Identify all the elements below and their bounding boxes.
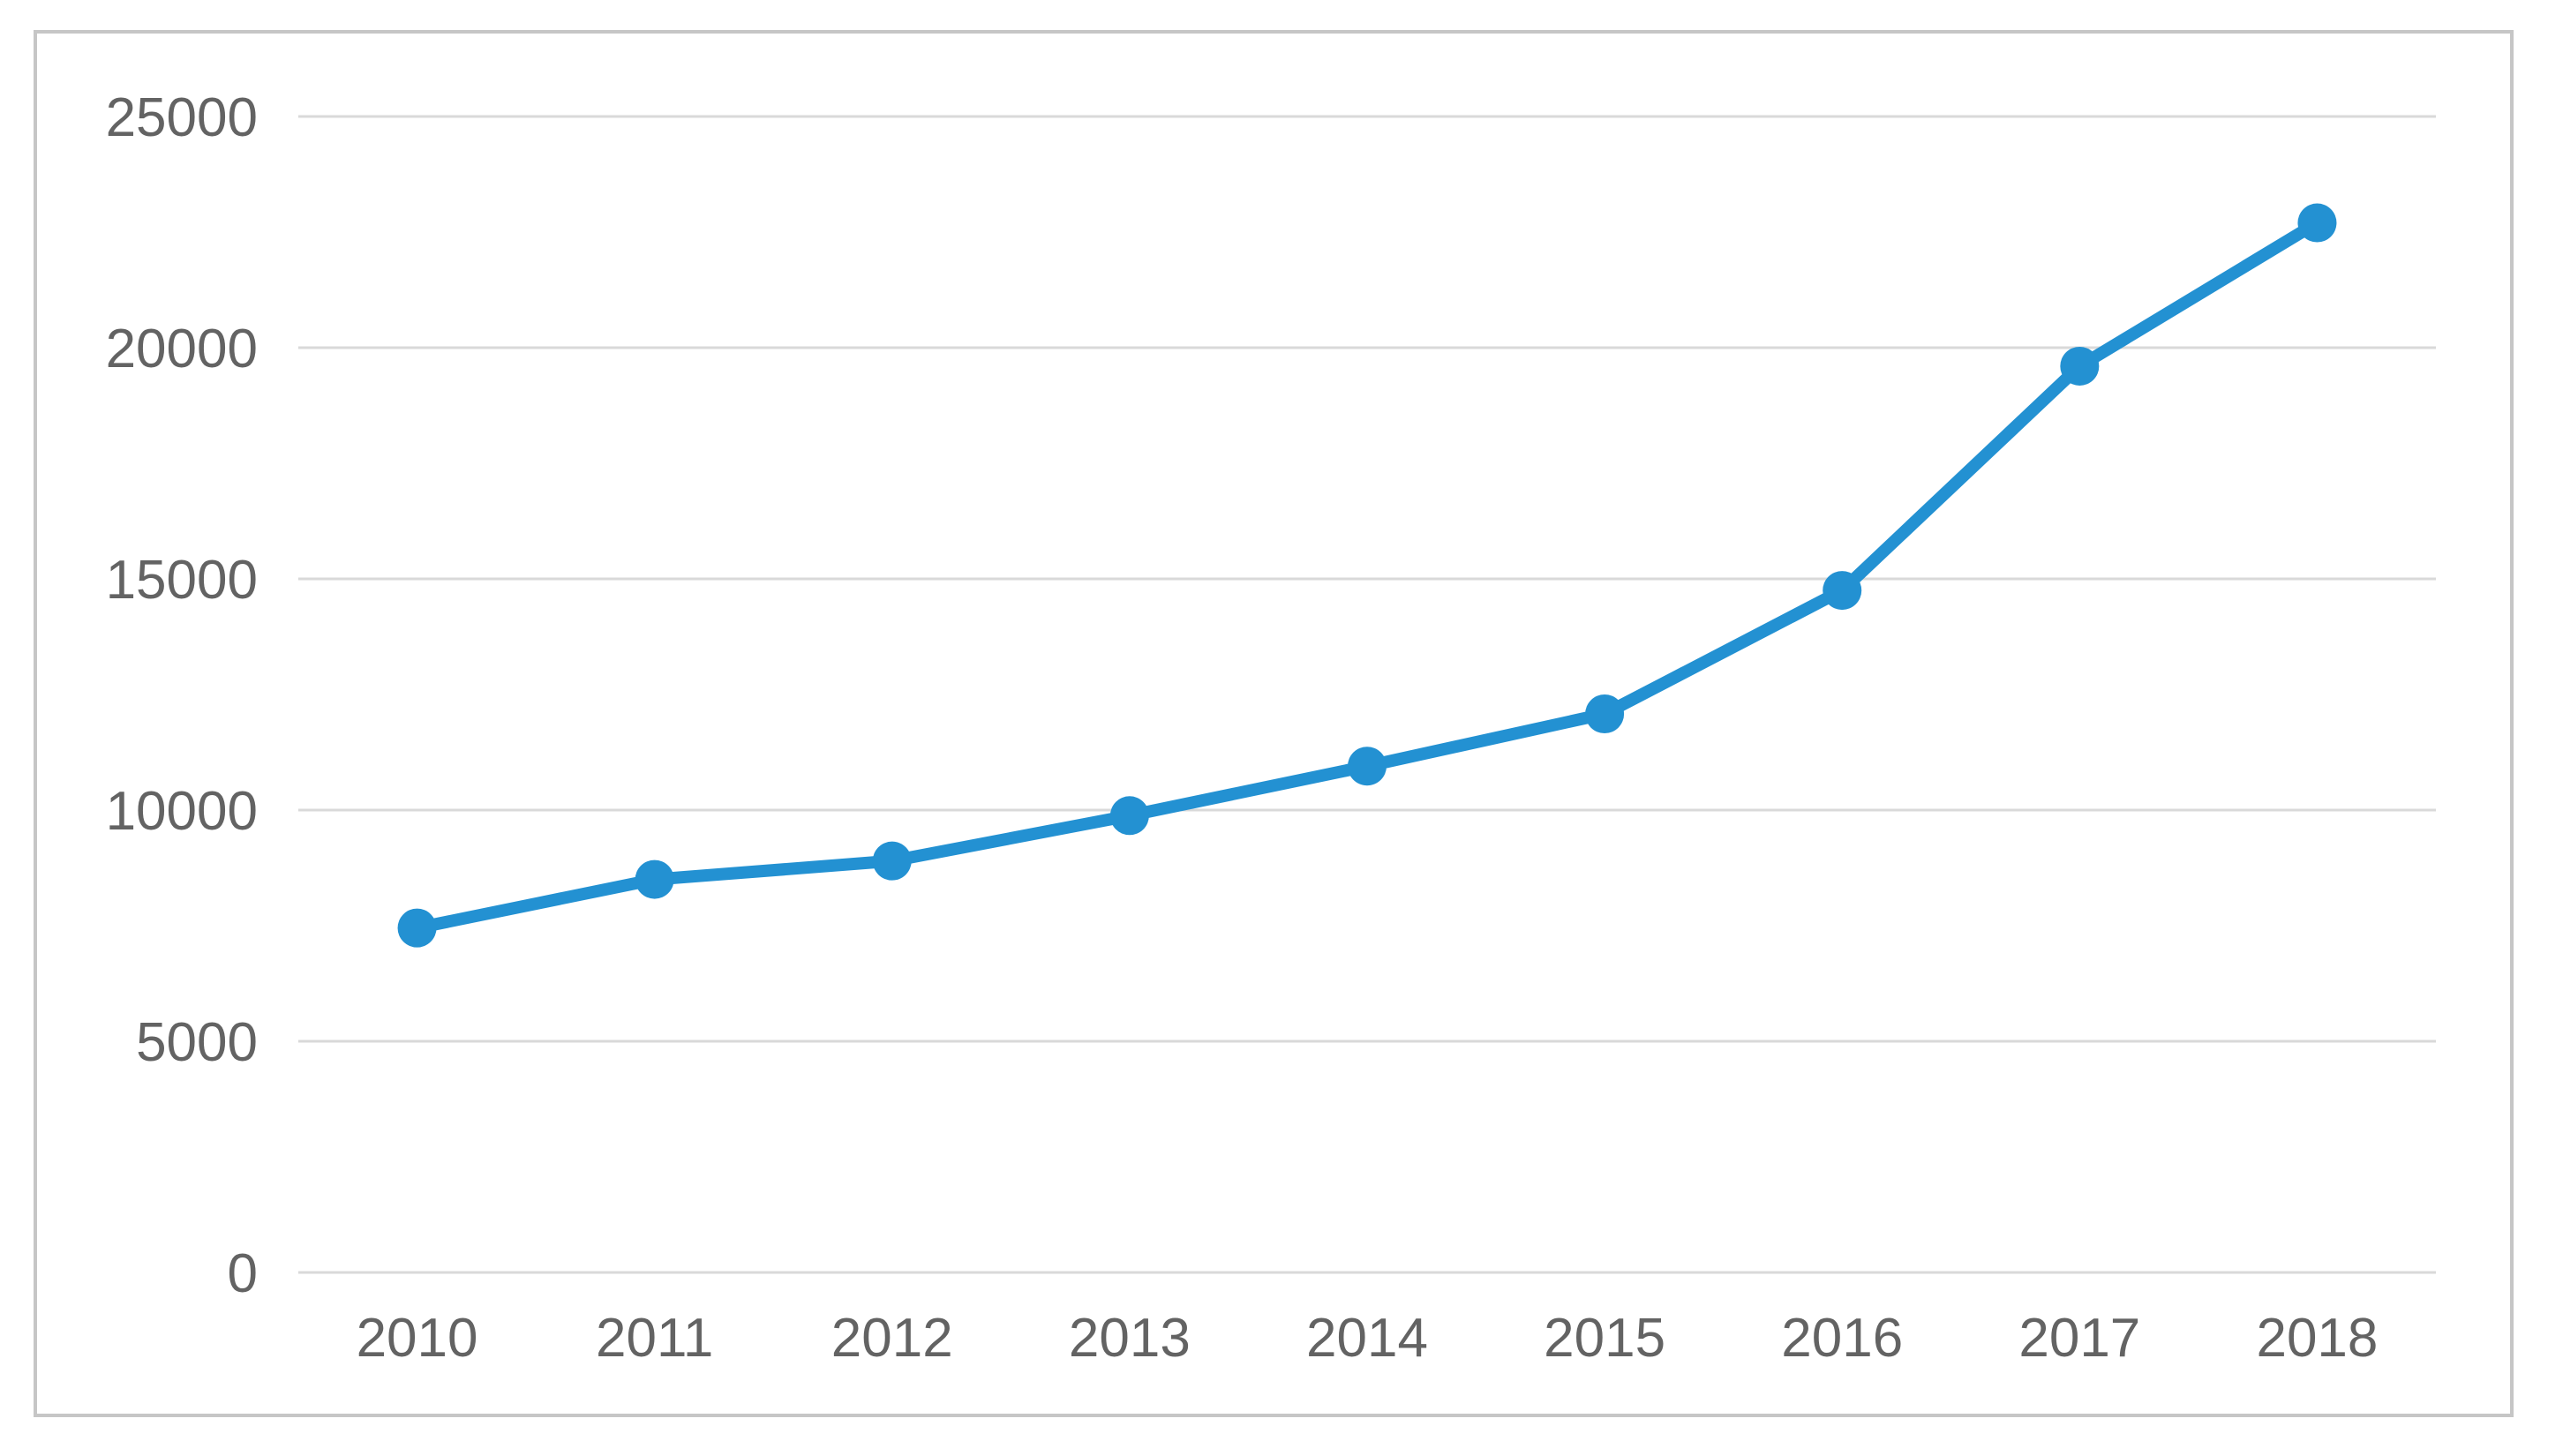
x-axis-tick-label: 2013 [1069, 1308, 1191, 1369]
x-axis-tick-label: 2017 [2018, 1308, 2140, 1369]
x-axis-tick-label: 2016 [1781, 1308, 1903, 1369]
y-axis-tick-label: 15000 [106, 550, 258, 611]
y-axis-tick-label: 20000 [106, 319, 258, 379]
data-point-marker-2016 [1823, 571, 1862, 611]
y-axis-tick-label: 10000 [106, 781, 258, 842]
chart-frame-border [34, 30, 2514, 1417]
data-point-marker-2013 [1109, 796, 1149, 836]
data-point-marker-2017 [2060, 346, 2100, 386]
x-axis-tick-label: 2010 [357, 1308, 478, 1369]
y-axis-tick-label: 25000 [106, 87, 258, 148]
y-axis-tick-label: 5000 [136, 1012, 258, 1073]
x-axis-tick-label: 2011 [596, 1308, 713, 1369]
data-point-marker-2011 [635, 859, 674, 899]
y-axis-tick-label: 0 [228, 1243, 258, 1304]
x-axis-tick-label: 2015 [1544, 1308, 1665, 1369]
x-axis-tick-label: 2012 [831, 1308, 953, 1369]
data-point-marker-2012 [872, 841, 912, 881]
data-point-marker-2014 [1348, 747, 1387, 786]
x-axis-tick-label: 2018 [2256, 1308, 2378, 1369]
x-axis-tick-label: 2014 [1306, 1308, 1428, 1369]
data-point-marker-2010 [397, 908, 437, 948]
data-point-marker-2018 [2297, 203, 2337, 243]
data-point-marker-2015 [1585, 694, 1625, 734]
